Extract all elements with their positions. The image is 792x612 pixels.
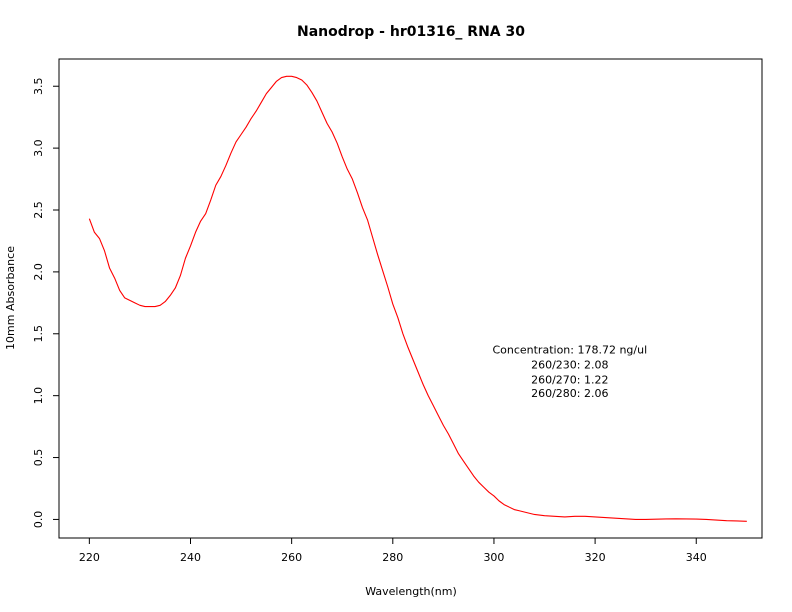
- x-tick-label: 240: [180, 551, 201, 564]
- annotation-text: Concentration: 178.72 ng/ul: [492, 344, 647, 357]
- x-axis: 220 240 260 280 300 320 340: [79, 538, 707, 564]
- annotation-text: 260/270: 1.22: [531, 373, 608, 386]
- x-tick-label: 260: [281, 551, 302, 564]
- chart-title: Nanodrop - hr01316_ RNA 30: [297, 24, 525, 40]
- plot-frame: [58, 58, 763, 539]
- x-tick-label: 280: [382, 551, 403, 564]
- y-tick-label: 3.5: [32, 77, 45, 95]
- annotation-text: 260/280: 2.06: [531, 387, 608, 400]
- y-tick-label: 1.5: [32, 325, 45, 343]
- y-tick-label: 2.0: [32, 263, 45, 281]
- y-axis-label: 10mm Absorbance: [4, 246, 17, 350]
- y-tick-label: 1.0: [32, 387, 45, 405]
- x-axis-label: Wavelength(nm): [365, 585, 457, 598]
- x-tick-label: 220: [79, 551, 100, 564]
- y-tick-label: 0.0: [32, 511, 45, 529]
- y-axis: 0.0 0.5 1.0 1.5 2.0 2.5 3.0 3.5: [32, 77, 59, 528]
- y-tick-label: 0.5: [32, 449, 45, 467]
- annotation-text: 260/230: 2.08: [531, 358, 608, 371]
- y-tick-label: 3.0: [32, 139, 45, 157]
- y-tick-label: 2.5: [32, 201, 45, 219]
- x-tick-label: 300: [483, 551, 504, 564]
- absorbance-line: [88, 75, 747, 522]
- x-tick-label: 320: [585, 551, 606, 564]
- series-layer: [88, 75, 747, 522]
- x-tick-label: 340: [686, 551, 707, 564]
